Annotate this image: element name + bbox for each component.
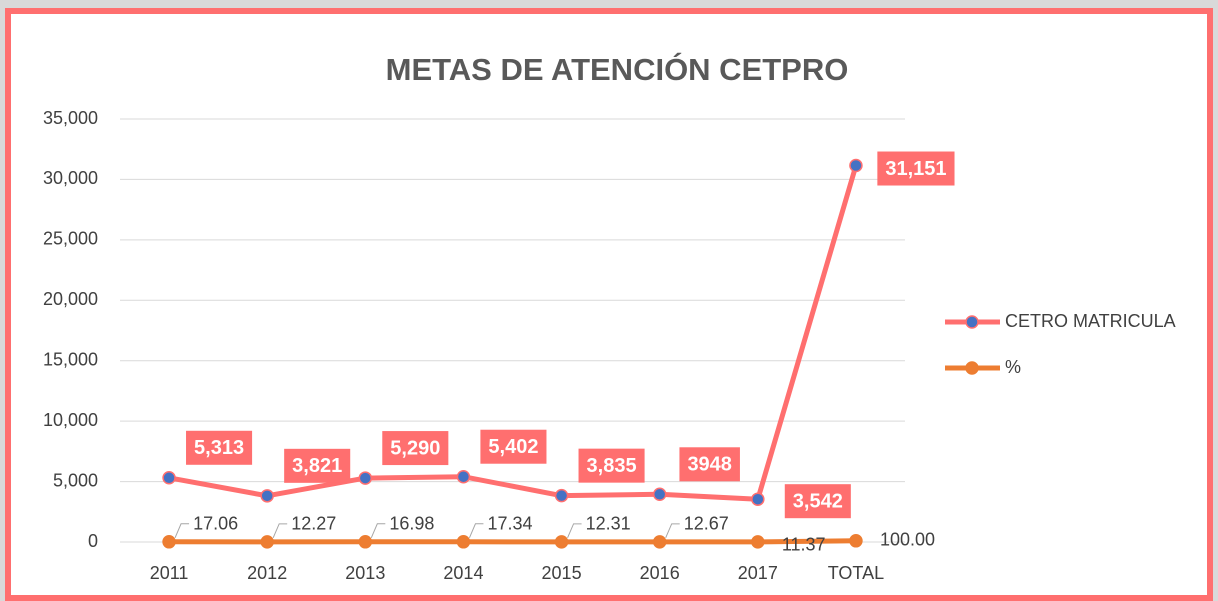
- leader-line: [174, 523, 190, 538]
- x-tick-label: 2014: [443, 563, 483, 583]
- leader-line: [370, 523, 386, 538]
- data-label-box: [382, 431, 449, 466]
- data-label: 11.37: [782, 535, 826, 555]
- data-label: 5,313: [194, 437, 244, 459]
- data-point: [162, 471, 176, 485]
- data-label-box: [284, 448, 351, 483]
- legend-marker: [965, 361, 979, 375]
- leader-line: [665, 523, 680, 539]
- data-label-box: [784, 484, 851, 519]
- y-tick-label: 20,000: [43, 289, 98, 309]
- legend-label: CETRO MATRICULA: [1005, 311, 1176, 331]
- data-label-box: [679, 447, 740, 482]
- data-point: [554, 535, 569, 549]
- data-label: 16.98: [389, 514, 434, 534]
- chart-title: METAS DE ATENCIÓN CETPRO: [386, 51, 849, 87]
- x-tick-label: 2015: [542, 563, 582, 583]
- x-tick-label: 2012: [247, 563, 287, 583]
- series-line: [168, 164, 859, 502]
- x-tick-label: 2016: [640, 563, 680, 583]
- x-tick-label: 2013: [345, 563, 385, 583]
- x-tick-label: 2011: [150, 563, 189, 583]
- data-point: [751, 492, 765, 506]
- data-point: [260, 489, 274, 503]
- leader-line: [567, 523, 582, 539]
- leader-line: [468, 523, 484, 538]
- data-label: 3,542: [793, 490, 843, 512]
- data-label: 5,290: [390, 437, 440, 459]
- x-tick-label: 2017: [738, 563, 778, 583]
- y-tick-label: 10,000: [43, 410, 98, 430]
- data-point: [554, 488, 569, 503]
- data-point: [162, 535, 176, 549]
- data-label: 100.00: [880, 530, 935, 550]
- data-point: [456, 469, 471, 484]
- y-tick-label: 5,000: [53, 470, 98, 490]
- data-label: 3,821: [292, 455, 342, 477]
- data-label-box: [480, 429, 547, 464]
- data-label: 12.67: [684, 514, 729, 534]
- data-label: 31,151: [885, 158, 946, 180]
- legend-marker: [965, 315, 979, 329]
- data-point: [849, 534, 863, 548]
- y-tick-label: 0: [88, 531, 98, 551]
- data-label: 12.27: [291, 514, 336, 534]
- series-line: [169, 538, 856, 545]
- data-label: 5,402: [488, 436, 538, 458]
- data-label: 3948: [687, 454, 732, 476]
- data-point: [849, 158, 863, 173]
- data-point: [456, 535, 471, 549]
- y-tick-label: 25,000: [43, 229, 98, 249]
- data-label-box: [186, 430, 253, 465]
- data-point: [358, 471, 373, 485]
- data-point: [652, 487, 667, 502]
- y-tick-label: 15,000: [43, 349, 98, 369]
- data-label: 3,835: [587, 455, 637, 477]
- legend-label: %: [1005, 357, 1021, 377]
- data-point: [751, 535, 765, 549]
- data-point: [260, 535, 274, 549]
- data-point: [652, 535, 667, 549]
- chart-frame: [5, 8, 1213, 601]
- data-label: 17.06: [193, 514, 238, 534]
- data-label-box: [578, 448, 645, 483]
- data-label: 17.34: [487, 514, 532, 534]
- y-tick-label: 30,000: [43, 168, 98, 188]
- data-label-box: [877, 151, 955, 186]
- data-label: 12.31: [586, 514, 631, 534]
- data-point: [358, 535, 373, 549]
- y-tick-label: 35,000: [43, 108, 98, 128]
- x-tick-label: TOTAL: [828, 563, 884, 583]
- leader-line: [272, 523, 288, 539]
